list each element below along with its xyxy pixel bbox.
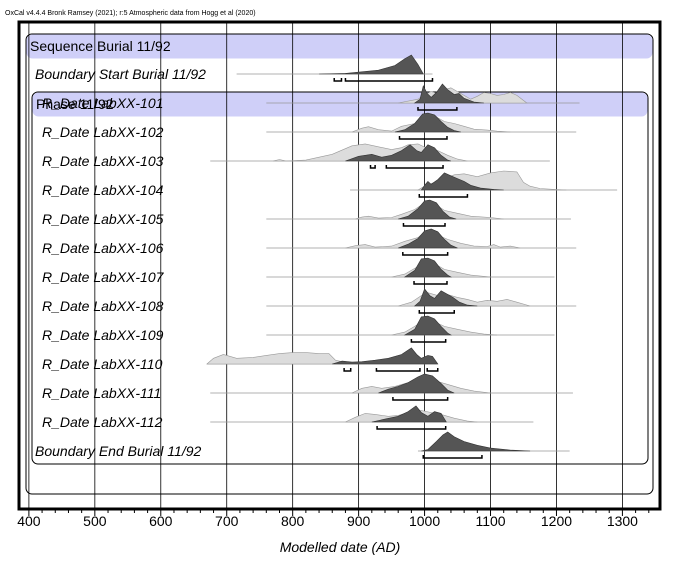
- hpd-bracket: [426, 368, 439, 372]
- row-11: R_Date LabXX-110: [42, 347, 439, 372]
- row-9: R_Date LabXX-108: [42, 288, 577, 314]
- hpd-bracket: [392, 397, 449, 401]
- hpd-bracket: [376, 426, 447, 430]
- posterior-distribution: [420, 172, 504, 191]
- hpd-bracket: [333, 78, 343, 82]
- distribution-rows: Boundary Start Burial 11/92 R_Date LabXX-…: [35, 54, 618, 459]
- row-5: R_Date LabXX-104: [42, 170, 618, 198]
- hpd-bracket: [402, 252, 449, 256]
- posterior-distribution: [421, 431, 531, 452]
- row-10: R_Date LabXX-109: [42, 315, 555, 343]
- row-label: R_Date LabXX-103: [42, 153, 164, 169]
- sequence-label: Sequence Burial 11/92: [30, 38, 171, 54]
- posterior-distribution: [371, 405, 447, 423]
- x-tick-label-900: 900: [347, 513, 371, 529]
- row-7: R_Date LabXX-106: [42, 228, 577, 256]
- row-13: R_Date LabXX-112: [42, 405, 534, 430]
- row-label: R_Date LabXX-101: [42, 95, 163, 111]
- x-tick-label-1300: 1300: [607, 513, 638, 529]
- hpd-bracket: [375, 368, 421, 372]
- posterior-distribution: [403, 257, 452, 278]
- hpd-bracket: [418, 310, 455, 314]
- hpd-bracket: [344, 78, 434, 82]
- posterior-distribution: [332, 347, 439, 365]
- phase-box: [31, 91, 649, 465]
- hpd-bracket: [369, 165, 376, 169]
- row-4: R_Date LabXX-103: [42, 143, 550, 169]
- x-axis-label: Modelled date (AD): [280, 539, 401, 555]
- posterior-distribution: [319, 54, 424, 75]
- hpd-bracket: [413, 281, 448, 285]
- x-axis: 400 500 600 700 800 900 1000 1100 1200 1300: [17, 509, 650, 529]
- row-1: Boundary Start Burial 11/92: [35, 54, 434, 82]
- posterior-distribution: [394, 112, 461, 133]
- row-12: R_Date LabXX-111: [42, 373, 573, 401]
- gridlines: [28, 22, 623, 509]
- row-label: R_Date LabXX-112: [42, 414, 163, 430]
- x-tick-label-400: 400: [17, 513, 41, 529]
- row-label: R_Date LabXX-105: [42, 211, 164, 227]
- hpd-bracket: [418, 194, 469, 198]
- row-label: R_Date LabXX-106: [42, 240, 164, 256]
- row-8: R_Date LabXX-107: [42, 257, 555, 285]
- x-tick-label-1100: 1100: [475, 513, 505, 529]
- row-6: R_Date LabXX-105: [42, 199, 571, 227]
- row-label: R_Date LabXX-104: [42, 182, 164, 198]
- posterior-distribution: [413, 83, 484, 104]
- sequence-header-bar: [26, 34, 653, 59]
- row-label: R_Date LabXX-109: [42, 327, 164, 343]
- row-label: Boundary End Burial 11/92: [35, 443, 202, 459]
- hpd-bracket: [410, 339, 447, 343]
- row-label: R_Date LabXX-107: [42, 269, 165, 285]
- row-label: R_Date LabXX-110: [42, 356, 163, 372]
- hpd-bracket: [398, 136, 448, 140]
- row-2: R_Date LabXX-101: [42, 83, 580, 111]
- hpd-bracket: [402, 223, 446, 227]
- row-label: R_Date LabXX-102: [42, 124, 164, 140]
- sequence-box: [25, 33, 654, 495]
- plot-frame: [17, 20, 662, 511]
- x-tick-label-1200: 1200: [541, 513, 572, 529]
- posterior-distribution: [345, 144, 451, 162]
- phase-label: Phase 11/92: [36, 96, 114, 112]
- software-header: OxCal v4.4.4 Bronk Ramsey (2021); r:5 At…: [5, 10, 256, 17]
- hpd-bracket: [385, 165, 444, 169]
- hpd-bracket: [422, 455, 483, 459]
- posterior-distribution: [403, 315, 452, 336]
- x-tick-label-800: 800: [281, 513, 305, 529]
- hpd-bracket: [343, 368, 352, 372]
- posterior-distribution: [398, 199, 457, 220]
- x-tick-label-500: 500: [83, 513, 107, 529]
- row-3: R_Date LabXX-102: [42, 112, 577, 140]
- posterior-distribution: [378, 373, 455, 394]
- row-14: Boundary End Burial 11/92: [35, 431, 570, 459]
- posterior-distribution: [413, 288, 478, 307]
- x-tick-label-600: 600: [149, 513, 173, 529]
- hpd-bracket: [417, 107, 458, 111]
- row-label: R_Date LabXX-108: [42, 298, 164, 314]
- x-tick-label-1000: 1000: [409, 513, 440, 529]
- row-label: Boundary Start Burial 11/92: [35, 66, 206, 82]
- x-tick-label-700: 700: [215, 513, 239, 529]
- row-label: R_Date LabXX-111: [42, 385, 161, 401]
- posterior-distribution: [398, 228, 458, 249]
